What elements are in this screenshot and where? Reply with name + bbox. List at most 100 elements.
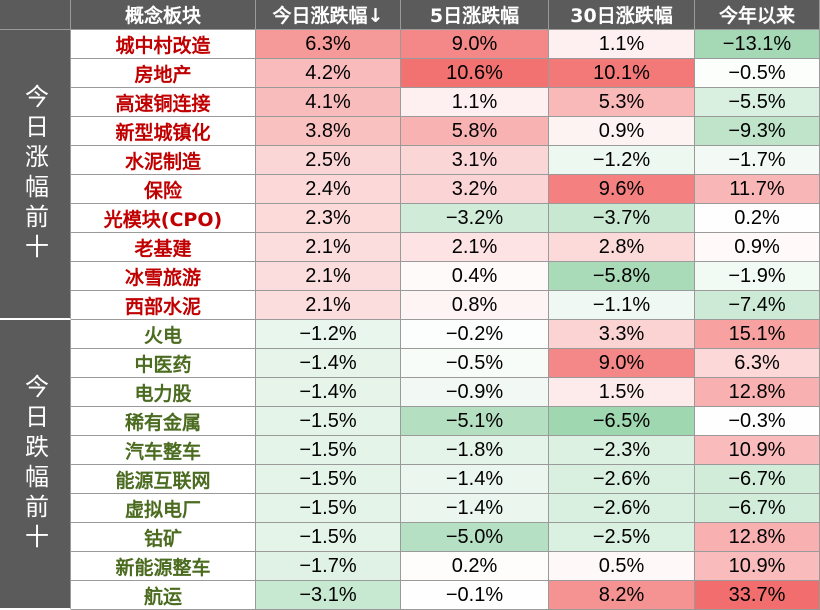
cell-thirty-day: 5.3% <box>549 88 695 117</box>
sector-name-cell[interactable]: 航运 <box>71 581 256 610</box>
sector-name-cell[interactable]: 冰雪旅游 <box>71 262 256 291</box>
sector-name-cell[interactable]: 火电 <box>71 320 256 349</box>
sector-name-cell[interactable]: 保险 <box>71 175 256 204</box>
cell-thirty-day: −2.6% <box>549 494 695 523</box>
sector-name-cell[interactable]: 稀有金属 <box>71 407 256 436</box>
cell-ytd: 11.7% <box>695 175 820 204</box>
cell-today: −1.4% <box>256 349 401 378</box>
sector-name-cell[interactable]: 城中村改造 <box>71 30 256 59</box>
cell-five-day: −0.1% <box>401 581 549 610</box>
sector-name-cell[interactable]: 电力股 <box>71 378 256 407</box>
sector-name-cell[interactable]: 新型城镇化 <box>71 117 256 146</box>
cell-thirty-day: −5.8% <box>549 262 695 291</box>
sector-name-cell[interactable]: 汽车整车 <box>71 436 256 465</box>
cell-five-day: 0.4% <box>401 262 549 291</box>
cell-ytd: −9.3% <box>695 117 820 146</box>
cell-ytd: 0.2% <box>695 204 820 233</box>
cell-thirty-day: −1.2% <box>549 146 695 175</box>
cell-ytd: 12.8% <box>695 378 820 407</box>
cell-five-day: 3.2% <box>401 175 549 204</box>
cell-today: 4.1% <box>256 88 401 117</box>
cell-five-day: −3.2% <box>401 204 549 233</box>
cell-thirty-day: −3.7% <box>549 204 695 233</box>
group-label-gainers-text: 今日涨幅前十 <box>20 84 49 264</box>
cell-five-day: 10.6% <box>401 59 549 88</box>
cell-thirty-day: 2.8% <box>549 233 695 262</box>
sector-name-cell[interactable]: 老基建 <box>71 233 256 262</box>
sector-name-cell[interactable]: 光模块(CPO) <box>71 204 256 233</box>
sector-name-cell[interactable]: 中医药 <box>71 349 256 378</box>
cell-today: 2.1% <box>256 262 401 291</box>
cell-today: −1.7% <box>256 552 401 581</box>
sector-name-cell[interactable]: 西部水泥 <box>71 291 256 320</box>
cell-ytd: 15.1% <box>695 320 820 349</box>
cell-five-day: 1.1% <box>401 88 549 117</box>
cell-ytd: −1.9% <box>695 262 820 291</box>
cell-ytd: 12.8% <box>695 523 820 552</box>
sector-name-cell[interactable]: 新能源整车 <box>71 552 256 581</box>
cell-today: 2.3% <box>256 204 401 233</box>
cell-ytd: −13.1% <box>695 30 820 59</box>
sector-name-cell[interactable]: 能源互联网 <box>71 465 256 494</box>
cell-ytd: −5.5% <box>695 88 820 117</box>
cell-ytd: −7.4% <box>695 291 820 320</box>
cell-five-day: −5.1% <box>401 407 549 436</box>
header-5day-change[interactable]: 5日涨跌幅 <box>401 0 549 30</box>
cell-five-day: 3.1% <box>401 146 549 175</box>
cell-thirty-day: 0.9% <box>549 117 695 146</box>
cell-today: −1.4% <box>256 378 401 407</box>
cell-thirty-day: 9.0% <box>549 349 695 378</box>
cell-five-day: 0.8% <box>401 291 549 320</box>
sector-name-cell[interactable]: 钴矿 <box>71 523 256 552</box>
cell-ytd: 0.9% <box>695 233 820 262</box>
cell-five-day: 0.2% <box>401 552 549 581</box>
sector-name-cell[interactable]: 房地产 <box>71 59 256 88</box>
header-ytd-change[interactable]: 今年以来 <box>695 0 820 30</box>
cell-thirty-day: −1.1% <box>549 291 695 320</box>
sector-name-cell[interactable]: 虚拟电厂 <box>71 494 256 523</box>
cell-thirty-day: −2.5% <box>549 523 695 552</box>
cell-ytd: −0.3% <box>695 407 820 436</box>
cell-thirty-day: 0.5% <box>549 552 695 581</box>
cell-five-day: −1.4% <box>401 465 549 494</box>
sector-name-cell[interactable]: 水泥制造 <box>71 146 256 175</box>
cell-today: 2.5% <box>256 146 401 175</box>
cell-five-day: −1.8% <box>401 436 549 465</box>
header-sector-name[interactable]: 概念板块 <box>71 0 256 30</box>
sector-name-cell[interactable]: 高速铜连接 <box>71 88 256 117</box>
cell-five-day: 5.8% <box>401 117 549 146</box>
cell-today: 3.8% <box>256 117 401 146</box>
group-label-gainers: 今日涨幅前十 <box>0 30 71 320</box>
cell-five-day: 9.0% <box>401 30 549 59</box>
cell-ytd: 33.7% <box>695 581 820 610</box>
cell-thirty-day: 10.1% <box>549 59 695 88</box>
cell-thirty-day: −2.3% <box>549 436 695 465</box>
cell-today: −1.2% <box>256 320 401 349</box>
cell-thirty-day: 1.1% <box>549 30 695 59</box>
cell-thirty-day: 8.2% <box>549 581 695 610</box>
cell-today: 2.1% <box>256 233 401 262</box>
cell-today: −1.5% <box>256 494 401 523</box>
header-30day-change[interactable]: 30日涨跌幅 <box>549 0 695 30</box>
cell-ytd: 10.9% <box>695 436 820 465</box>
cell-today: 6.3% <box>256 30 401 59</box>
cell-five-day: −5.0% <box>401 523 549 552</box>
cell-today: −1.5% <box>256 407 401 436</box>
cell-today: 2.1% <box>256 291 401 320</box>
cell-thirty-day: −2.6% <box>549 465 695 494</box>
cell-ytd: 6.3% <box>695 349 820 378</box>
cell-thirty-day: 9.6% <box>549 175 695 204</box>
cell-today: −1.5% <box>256 523 401 552</box>
cell-ytd: −6.7% <box>695 494 820 523</box>
cell-five-day: −1.4% <box>401 494 549 523</box>
header-today-change[interactable]: 今日涨跌幅↓ <box>256 0 401 30</box>
cell-today: 4.2% <box>256 59 401 88</box>
cell-thirty-day: 3.3% <box>549 320 695 349</box>
cell-today: −1.5% <box>256 436 401 465</box>
cell-today: 2.4% <box>256 175 401 204</box>
cell-five-day: −0.5% <box>401 349 549 378</box>
cell-today: −3.1% <box>256 581 401 610</box>
cell-five-day: −0.2% <box>401 320 549 349</box>
group-label-losers: 今日跌幅前十 <box>0 320 71 610</box>
